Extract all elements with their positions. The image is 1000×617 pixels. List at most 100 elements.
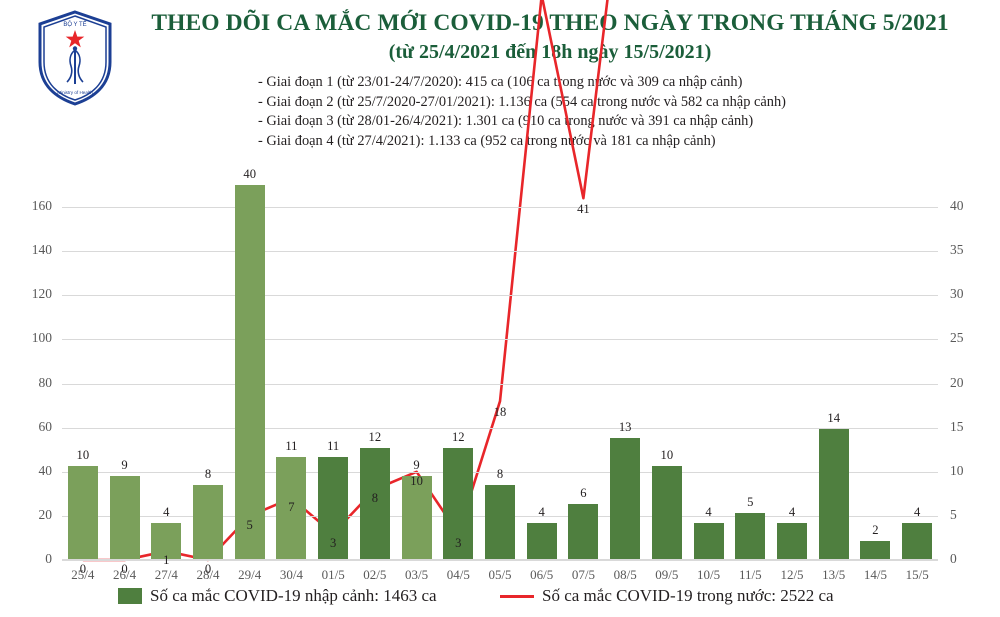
legend-item-imported: Số ca mắc COVID-19 nhập cảnh: 1463 ca [118,586,437,606]
y-axis-right-tick: 5 [950,506,957,522]
bar-value-label: 8 [496,467,504,481]
x-axis-tick: 28/4 [196,567,220,582]
x-axis-tick: 03/5 [405,567,429,582]
legend-item-domestic: Số ca mắc COVID-19 trong nước: 2522 ca [500,586,834,606]
phase-line-2: - Giai đoạn 2 (từ 25/7/2020-27/01/2021):… [258,93,786,110]
bar-value-label: 8 [204,467,212,481]
bar-10-5 [693,522,724,560]
gridline [62,427,938,429]
bar-11-5 [735,513,766,560]
x-axis-tick: 13/5 [822,567,846,582]
bar-27-4 [151,522,182,560]
covid-daily-cases-chart: 0 0 20 5 40 10 60 15 80 20 100 25 120 30 140 35 160 40 10 2… [0,0,1000,582]
phase-line-4: - Giai đoạn 4 (từ 27/4/2021): 1.133 ca (… [258,132,716,149]
svg-text:Ministry of Health: Ministry of Health [57,90,93,95]
line-value-label: 7 [288,500,295,515]
bar-value-label: 9 [413,457,420,472]
phase-line-1: - Giai đoạn 1 (từ 23/01-24/7/2020): 415 … [258,74,743,90]
legend-label-imported: Số ca mắc COVID-19 nhập cảnh: 1463 ca [150,586,437,605]
bar-02-5 [359,447,390,560]
phase-line-3: - Giai đoạn 3 (từ 28/01-26/4/2021): 1.30… [258,113,754,130]
bar-12-5 [777,522,807,560]
x-axis-tick: 14/5 [863,567,887,582]
bar-03-5 [401,475,432,560]
line-value-label: 1 [163,553,170,568]
line-value-label: 0 [204,562,212,576]
phase-summary-list: - Giai đoạn 1 (từ 23/01-24/7/2020): 415 … [258,73,786,151]
y-axis-right-tick: 15 [950,418,964,434]
bar-05-5 [485,485,515,560]
y-axis-left-tick: 40 [38,462,53,478]
x-axis-tick: 05/5 [488,567,512,582]
x-axis-tick: 26/4 [113,567,137,582]
line-value-label: 10 [410,473,423,488]
bar-09-5 [651,466,682,560]
bar-value-label: 6 [580,485,587,500]
x-axis-tick: 30/4 [279,567,303,582]
y-axis-left-tick: 140 [31,242,52,258]
y-axis-left-tick: 160 [31,198,52,214]
y-axis-right-tick: 25 [950,330,964,346]
gridline [62,560,938,561]
y-axis-left-tick: 80 [38,374,53,390]
x-axis-tick: 10/5 [697,567,721,582]
bar-value-label: 4 [913,504,921,519]
line-value-label: 0 [121,562,128,576]
line-value-label: 18 [493,405,507,420]
x-axis-tick: 11/5 [738,567,762,582]
bar-value-label: 12 [451,429,465,444]
bar-value-label: 4 [788,504,796,519]
y-axis-right-tick: 40 [950,198,964,214]
gridline [62,251,938,253]
y-axis-right-tick: 0 [950,551,957,566]
gridline [62,471,938,473]
x-axis-tick: 15/5 [905,567,929,582]
y-axis-left-tick: 100 [31,330,52,346]
y-axis-right-tick: 10 [950,462,964,478]
bar-13-5 [818,428,849,560]
chart-legend: Số ca mắc COVID-19 nhập cảnh: 1463 ca Số… [0,580,1000,617]
bar-29-4 [234,185,265,560]
line-value-label: 41 [577,202,590,217]
x-axis-tick: 06/5 [530,567,554,582]
bar-value-label: 13 [618,420,632,435]
bar-value-label: 14 [827,410,840,425]
svg-text:BỘ Y TẾ: BỘ Y TẾ [63,21,86,28]
bar-30-4 [276,456,307,560]
line-value-label: 8 [371,491,378,506]
gridline [62,339,938,341]
y-axis-right-tick: 20 [950,374,964,390]
gridline [62,295,938,297]
bar-25-4 [67,466,98,560]
bar-value-label: 10 [76,448,90,463]
bar-value-label: 4 [705,504,712,519]
bar-15-5 [902,522,933,560]
bar-value-label: 5 [747,495,754,510]
x-axis-tick: 25/4 [71,567,95,582]
bar-04-5 [443,447,474,560]
bar-value-label: 12 [368,429,382,444]
y-axis-left-tick: 20 [38,506,53,522]
bar-value-label: 11 [285,438,298,453]
chart-header: BỘ Y TẾ Ministry of Health THEO DÕI CA M… [0,0,1000,160]
x-axis-tick: 12/5 [780,567,804,582]
line-value-label: 5 [246,517,253,532]
bar-06-5 [526,522,557,560]
line-value-label: 3 [455,535,462,550]
y-axis-left-tick: 60 [38,418,53,434]
x-axis-tick: 29/4 [238,567,262,582]
bar-value-label: 2 [872,523,879,538]
x-axis-tick: 09/5 [655,567,679,582]
plot-area: 0 0 20 5 40 10 60 15 80 20 100 25 120 30 140 35 160 40 10 2… [32,0,964,582]
line-value-label: 0 [79,562,86,576]
x-axis-tick: 04/5 [446,567,470,582]
gridline [62,383,938,385]
bar-01-5 [318,456,349,560]
ministry-of-health-logo-icon: BỘ Y TẾ Ministry of Health [36,10,114,106]
bar-value-label: 9 [121,457,128,472]
gridline [62,207,938,209]
line-value-label: 3 [329,535,337,550]
x-axis-tick: 07/5 [571,567,595,582]
legend-line-swatch-icon [500,594,534,598]
y-axis-right-tick: 35 [950,242,964,258]
